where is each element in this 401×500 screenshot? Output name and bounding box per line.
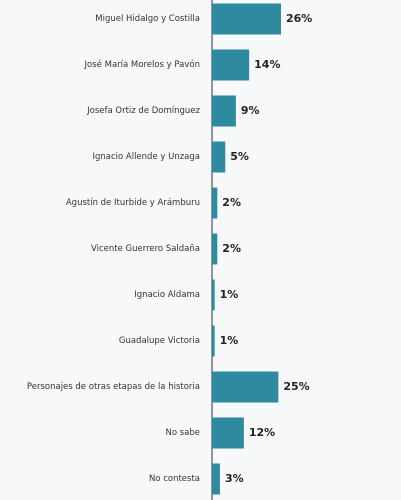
value-label: 2% bbox=[222, 242, 241, 255]
value-label: 1% bbox=[220, 334, 239, 347]
category-label: No contesta bbox=[148, 474, 200, 484]
bar bbox=[212, 371, 279, 403]
value-label: 1% bbox=[220, 288, 239, 301]
value-label: 3% bbox=[225, 472, 244, 485]
category-label: Agustín de Iturbide y Arámburu bbox=[65, 198, 200, 208]
bar bbox=[212, 3, 281, 35]
bar bbox=[212, 325, 215, 357]
bar bbox=[212, 187, 218, 219]
bar bbox=[212, 279, 215, 311]
category-label: Miguel Hidalgo y Costilla bbox=[95, 14, 200, 24]
bar bbox=[212, 233, 218, 265]
bar bbox=[212, 49, 250, 81]
value-label: 5% bbox=[230, 150, 249, 163]
bar bbox=[212, 95, 236, 127]
category-label: Ignacio Aldama bbox=[134, 290, 200, 300]
value-label: 9% bbox=[241, 104, 260, 117]
value-label: 25% bbox=[283, 380, 309, 393]
value-label: 26% bbox=[286, 12, 312, 25]
category-label: No sabe bbox=[165, 428, 200, 438]
bar bbox=[212, 141, 226, 173]
category-label: Ignacio Allende y Unzaga bbox=[92, 152, 200, 162]
bar bbox=[212, 417, 244, 449]
value-label: 12% bbox=[249, 426, 275, 439]
category-label: Personajes de otras etapas de la histori… bbox=[26, 382, 200, 392]
category-label: Vicente Guerrero Saldaña bbox=[90, 244, 200, 254]
value-label: 14% bbox=[254, 58, 280, 71]
category-label: Josefa Ortiz de Domínguez bbox=[87, 106, 200, 116]
category-label: José María Morelos y Pavón bbox=[84, 60, 200, 70]
category-label: Guadalupe Victoria bbox=[118, 336, 200, 346]
value-label: 2% bbox=[222, 196, 241, 209]
bar bbox=[212, 463, 220, 495]
